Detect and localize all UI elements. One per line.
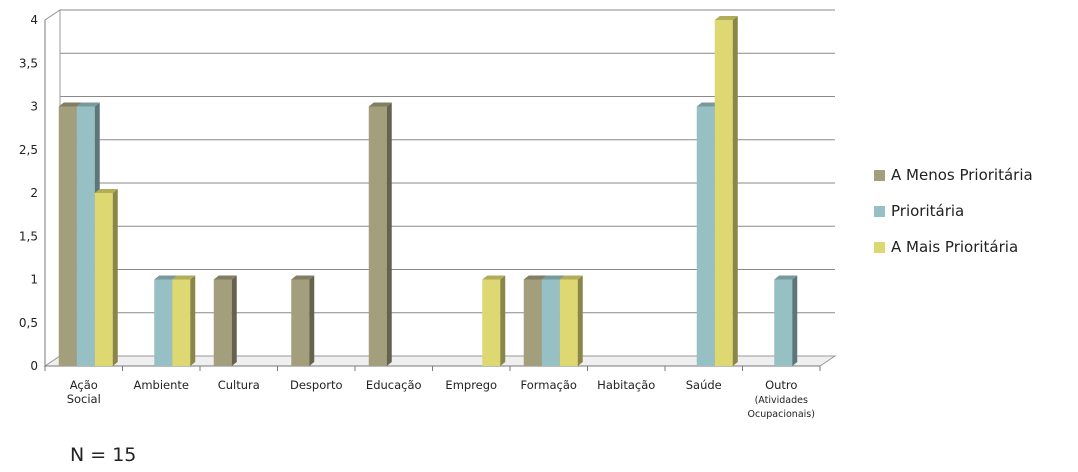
- bar: [482, 275, 506, 366]
- bar: [714, 16, 738, 366]
- legend-swatch: [874, 169, 885, 181]
- bar-top: [94, 189, 118, 193]
- bar-front: [172, 279, 191, 366]
- bar: [774, 275, 798, 366]
- bar-side: [386, 102, 392, 366]
- bar-top: [696, 102, 720, 107]
- legend-item-mais: A Mais Prioritária: [874, 229, 1033, 265]
- y-tick-label: 4: [30, 13, 38, 27]
- x-tick-label: Emprego: [445, 378, 497, 392]
- bar-top: [368, 102, 392, 107]
- bar-front: [76, 106, 95, 366]
- x-tick-label: Desporto: [290, 378, 343, 392]
- gridline: [44, 9, 835, 21]
- bar-side: [577, 275, 583, 366]
- bar: [213, 275, 237, 366]
- x-tick-label: Ocupacionais): [748, 409, 815, 420]
- bar-front: [291, 279, 310, 366]
- bar-front: [714, 20, 733, 366]
- bar: [291, 275, 315, 366]
- y-tick-label: 1: [30, 273, 38, 287]
- bar-front: [541, 279, 560, 366]
- bar-front: [154, 279, 173, 366]
- legend: A Menos Prioritária Prioritária A Mais P…: [874, 157, 1033, 265]
- axes: [43, 9, 837, 371]
- bar: [559, 275, 583, 366]
- y-tick-label: 0: [30, 359, 38, 373]
- bar-top: [559, 275, 583, 280]
- legend-item-menos: A Menos Prioritária: [874, 157, 1033, 193]
- bar-top: [482, 275, 506, 280]
- bar-side: [112, 189, 118, 366]
- bar-top: [154, 275, 178, 280]
- legend-item-prioritaria: Prioritária: [874, 193, 1033, 229]
- bar-side: [500, 275, 506, 366]
- legend-label: Prioritária: [891, 202, 965, 220]
- bar: [94, 189, 118, 366]
- legend-label: A Menos Prioritária: [891, 166, 1033, 184]
- bar-top: [76, 102, 100, 107]
- side-wall: [44, 9, 61, 367]
- bar-front: [368, 106, 387, 366]
- bar-side: [309, 275, 315, 366]
- y-tick-label: 3,5: [19, 56, 38, 70]
- bar-side: [732, 16, 738, 366]
- legend-label: A Mais Prioritária: [891, 238, 1019, 256]
- x-tick-label: (Atividades: [755, 395, 808, 406]
- bar-top: [714, 16, 738, 20]
- y-tick-label: 2: [30, 186, 38, 200]
- y-tick-label: 2,5: [19, 143, 38, 157]
- bars: [58, 16, 798, 366]
- x-tick-label: Cultura: [218, 378, 260, 392]
- bar-top: [291, 275, 315, 280]
- bar-front: [774, 279, 793, 366]
- legend-swatch: [874, 205, 885, 217]
- x-tick-label: Saúde: [686, 378, 722, 392]
- bar-top: [172, 275, 196, 280]
- bar-front: [696, 106, 715, 366]
- bar-side: [190, 275, 196, 366]
- bar-top: [58, 102, 82, 107]
- x-tick-label: Habitação: [597, 378, 655, 392]
- bar-top: [523, 275, 547, 280]
- bar-front: [58, 106, 77, 366]
- x-tick-label: Ambiente: [133, 378, 189, 392]
- bar-side: [792, 275, 798, 366]
- x-tick-label: Social: [67, 392, 101, 406]
- y-tick-label: 1,5: [19, 229, 38, 243]
- legend-swatch: [874, 241, 885, 253]
- bar-top: [541, 275, 565, 280]
- x-tick-label: Educação: [366, 378, 422, 392]
- bar-front: [213, 279, 232, 366]
- x-tick-label: Formação: [521, 378, 577, 392]
- bar-front: [482, 279, 501, 366]
- bar: [368, 102, 392, 366]
- y-tick-label: 3: [30, 100, 38, 114]
- sample-size-note: N = 15: [70, 444, 137, 466]
- bar-side: [231, 275, 237, 366]
- x-tick-label: Ação: [70, 378, 98, 392]
- bar-top: [774, 275, 798, 280]
- bar-front: [523, 279, 542, 366]
- x-tick-label: Outro: [765, 378, 797, 392]
- bar-front: [94, 193, 113, 366]
- bar-front: [559, 279, 578, 366]
- y-tick-label: 0,5: [19, 316, 38, 330]
- bar-top: [213, 275, 237, 280]
- bar: [172, 275, 196, 366]
